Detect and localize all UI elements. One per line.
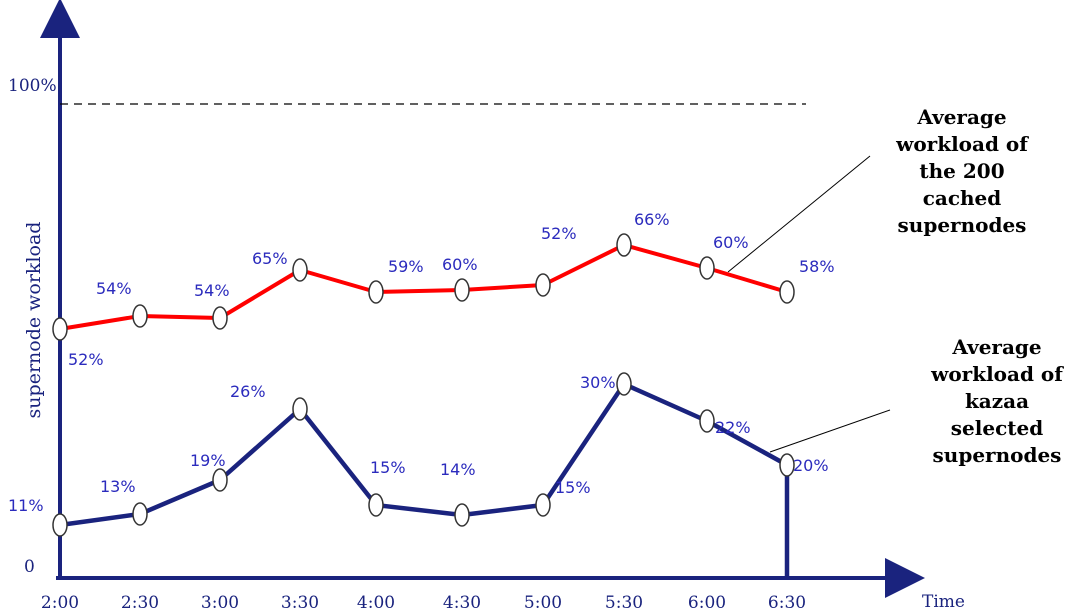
data-point-marker	[212, 468, 228, 492]
annotation-layer: Average workload of the 200 cached supernode…	[727, 105, 1064, 467]
data-label: 52%	[68, 350, 104, 369]
annotation-leader-line	[727, 155, 871, 273]
y-axis-title: supernode workload	[23, 222, 45, 419]
data-label: 19%	[190, 451, 226, 470]
x-tick-label: 3:30	[281, 593, 319, 612]
data-point-marker	[368, 280, 384, 304]
series-line	[59, 381, 789, 528]
data-point-marker	[52, 317, 68, 341]
annotation-text-line: Average	[916, 105, 1006, 129]
x-tick-label: 2:00	[41, 593, 79, 612]
data-point-marker	[616, 233, 632, 257]
annotation-text-line: Average	[951, 335, 1041, 359]
annotation-text-line: cached	[923, 186, 1002, 210]
data-point-marker	[132, 502, 148, 526]
data-point-marker	[292, 258, 308, 282]
data-label: 30%	[580, 373, 616, 392]
series-1: 11% 13% 19% 26% 15% 14% 15% 30% 22% 20%	[8, 372, 829, 578]
data-point-marker	[699, 256, 715, 280]
data-point-marker	[779, 280, 795, 304]
x-tick-label: 5:00	[524, 593, 562, 612]
x-tick-label: 4:30	[443, 593, 481, 612]
annotation-text-line: the 200	[919, 159, 1004, 183]
annotation-1: Average workload of kazaa selected supernode…	[769, 335, 1064, 467]
data-label: 58%	[799, 257, 835, 276]
data-label: 66%	[634, 210, 670, 229]
data-point-marker	[292, 397, 308, 421]
series-0: 52% 54% 54% 65% 59% 60% 52% 66% 60% 58%	[52, 210, 835, 369]
data-label: 22%	[715, 418, 751, 437]
data-point-marker	[535, 273, 551, 297]
data-point-marker	[212, 306, 228, 330]
data-point-marker	[779, 453, 795, 477]
annotation-text-line: kazaa	[965, 389, 1029, 413]
data-label: 13%	[100, 477, 136, 496]
annotation-text-line: supernodes	[898, 213, 1027, 237]
data-point-marker	[454, 278, 470, 302]
data-label: 60%	[713, 233, 749, 252]
data-label: 60%	[442, 255, 478, 274]
x-tick-label: 5:30	[605, 593, 643, 612]
annotation-text-line: supernodes	[933, 443, 1062, 467]
y-tick-top: 100%	[8, 76, 57, 96]
series-line	[59, 243, 788, 331]
data-point-marker	[52, 513, 68, 537]
x-tick-label: 3:00	[201, 593, 239, 612]
annotation-text-line: workload of	[895, 132, 1029, 156]
x-tick-label: 6:00	[688, 593, 726, 612]
data-label: 14%	[440, 460, 476, 479]
data-label: 20%	[793, 456, 829, 475]
data-label: 26%	[230, 382, 266, 401]
x-tick-label: 2:30	[121, 593, 159, 612]
y-tick-zero: 0	[24, 557, 35, 577]
annotation-text-line: workload of	[930, 362, 1064, 386]
data-label: 15%	[555, 478, 591, 497]
data-label: 54%	[96, 279, 132, 298]
data-point-marker	[699, 409, 715, 433]
x-tick-label: 6:30	[768, 593, 806, 612]
data-point-marker	[132, 304, 148, 328]
data-point-marker	[454, 503, 470, 527]
data-label: 54%	[194, 281, 230, 300]
data-label: 59%	[388, 257, 424, 276]
annotation-0: Average workload of the 200 cached supernode…	[727, 105, 1029, 273]
data-label: 15%	[370, 458, 406, 477]
data-label: 52%	[541, 224, 577, 243]
series-layer: 52% 54% 54% 65% 59% 60% 52% 66% 60% 58% 11% 13% 19% 2…	[8, 210, 835, 578]
data-point-marker	[368, 493, 384, 517]
data-label: 11%	[8, 496, 44, 515]
x-tick-label: 4:00	[357, 593, 395, 612]
data-point-marker	[616, 372, 632, 396]
data-point-marker	[535, 493, 551, 517]
x-tick-labels: 2:00 2:30 3:00 3:30 4:00 4:30 5:00 5:30 6:00 6:30	[41, 593, 806, 612]
data-label: 65%	[252, 249, 288, 268]
annotation-text-line: selected	[951, 416, 1043, 440]
x-axis-title: Time	[922, 592, 965, 612]
annotation-leader-line	[769, 409, 891, 453]
